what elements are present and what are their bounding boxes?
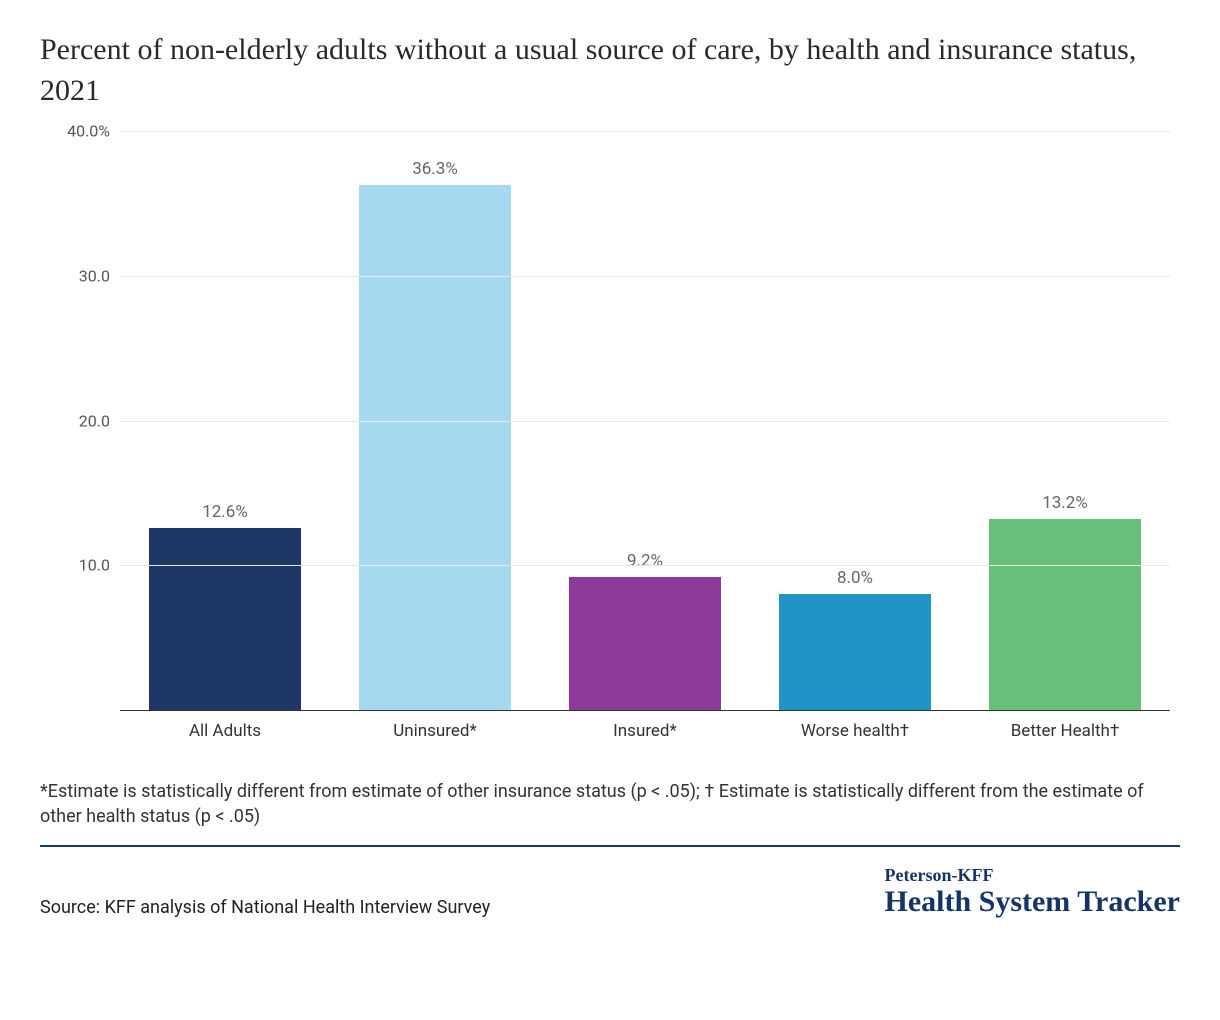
bar [359, 185, 510, 710]
gridline [120, 131, 1170, 132]
x-axis-label: Uninsured* [330, 711, 540, 751]
y-tick-label: 40.0% [67, 122, 110, 141]
gridline [120, 276, 1170, 277]
x-axis-label: Better Health† [960, 711, 1170, 751]
footnote-text: *Estimate is statistically different fro… [40, 779, 1180, 847]
x-axis-label: All Adults [120, 711, 330, 751]
bar-value-label: 13.2% [1042, 493, 1088, 513]
gridline [120, 421, 1170, 422]
logo-top-text: Peterson-KFF [884, 865, 1180, 886]
bar-value-label: 8.0% [837, 568, 873, 588]
y-tick-label: 10.0 [79, 556, 110, 575]
x-axis-labels: All AdultsUninsured*Insured*Worse health… [120, 711, 1170, 751]
x-axis-label: Worse health† [750, 711, 960, 751]
chart-area: 12.6%36.3%9.2%8.0%13.2% 40.0%30.020.010.… [90, 131, 1170, 751]
logo-bottom-text: Health System Tracker [884, 886, 1180, 918]
bar [779, 594, 930, 710]
x-axis-label: Insured* [540, 711, 750, 751]
bar-value-label: 9.2% [627, 551, 663, 571]
bar [989, 519, 1140, 710]
y-tick-label: 30.0 [79, 266, 110, 285]
plot-region: 12.6%36.3%9.2%8.0%13.2% 40.0%30.020.010.… [120, 131, 1170, 711]
bar-value-label: 12.6% [202, 502, 248, 522]
bar-value-label: 36.3% [412, 159, 458, 179]
y-tick-label: 20.0 [79, 411, 110, 430]
chart-container: Percent of non-elderly adults without a … [0, 0, 1220, 1020]
bottom-row: Source: KFF analysis of National Health … [40, 865, 1180, 918]
bar [149, 528, 300, 710]
source-text: Source: KFF analysis of National Health … [40, 897, 490, 918]
gridline [120, 565, 1170, 566]
bar [569, 577, 720, 710]
logo: Peterson-KFF Health System Tracker [884, 865, 1180, 918]
chart-title: Percent of non-elderly adults without a … [40, 30, 1180, 111]
